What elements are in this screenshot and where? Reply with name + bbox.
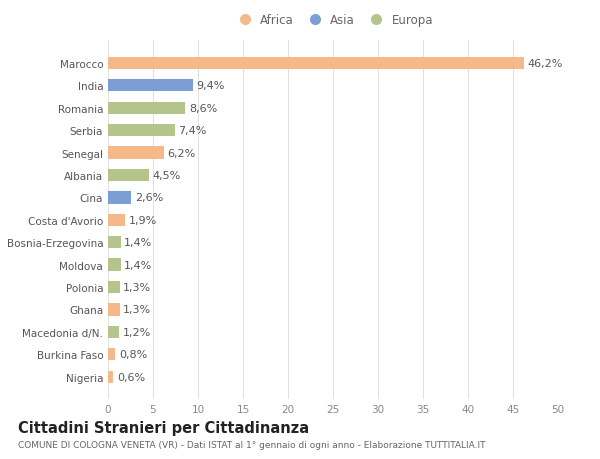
Bar	[108, 169, 149, 182]
Text: COMUNE DI COLOGNA VENETA (VR) - Dati ISTAT al 1° gennaio di ogni anno - Elaboraz: COMUNE DI COLOGNA VENETA (VR) - Dati IST…	[18, 440, 485, 449]
Bar	[108, 192, 131, 204]
Text: 1,9%: 1,9%	[128, 215, 157, 225]
Text: Cittadini Stranieri per Cittadinanza: Cittadini Stranieri per Cittadinanza	[18, 420, 309, 435]
Text: 0,8%: 0,8%	[119, 350, 147, 359]
Text: 4,5%: 4,5%	[152, 171, 181, 180]
Bar	[108, 57, 524, 70]
Bar	[108, 102, 185, 115]
Text: 9,4%: 9,4%	[196, 81, 224, 91]
Bar	[108, 214, 125, 226]
Bar	[108, 326, 119, 338]
Text: 0,6%: 0,6%	[117, 372, 145, 382]
Text: 2,6%: 2,6%	[135, 193, 163, 203]
Bar	[108, 236, 121, 249]
Text: 46,2%: 46,2%	[527, 59, 563, 69]
Text: 1,4%: 1,4%	[124, 260, 152, 270]
Text: 1,4%: 1,4%	[124, 238, 152, 248]
Bar	[108, 147, 164, 159]
Bar	[108, 304, 120, 316]
Bar	[108, 348, 115, 361]
Legend: Africa, Asia, Europa: Africa, Asia, Europa	[230, 11, 436, 29]
Bar	[108, 125, 175, 137]
Text: 1,3%: 1,3%	[124, 305, 151, 315]
Text: 1,3%: 1,3%	[124, 282, 151, 292]
Bar	[108, 80, 193, 92]
Text: 6,2%: 6,2%	[167, 148, 196, 158]
Bar	[108, 259, 121, 271]
Text: 7,4%: 7,4%	[178, 126, 206, 136]
Text: 1,2%: 1,2%	[122, 327, 151, 337]
Bar	[108, 371, 113, 383]
Bar	[108, 281, 120, 294]
Text: 8,6%: 8,6%	[189, 103, 217, 113]
